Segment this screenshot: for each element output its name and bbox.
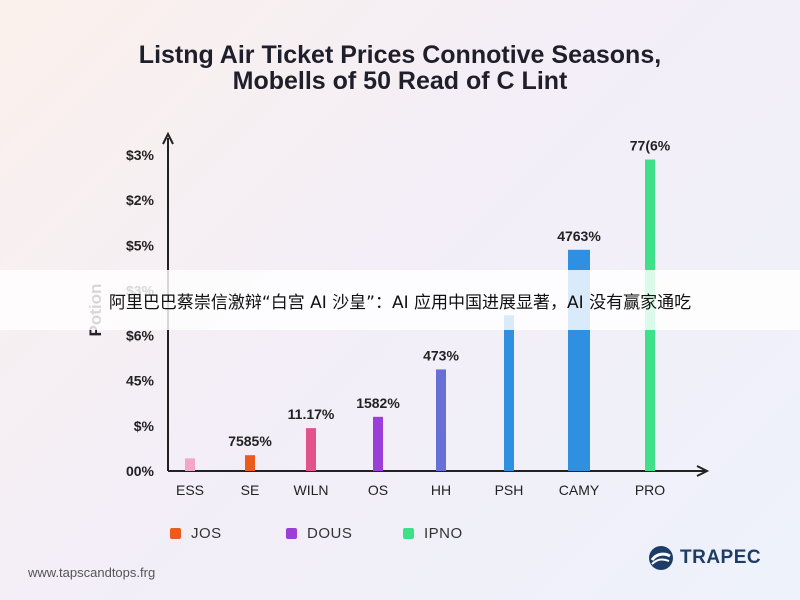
brand-name: TRAPEC: [680, 547, 762, 568]
data-label: 4763%: [557, 228, 601, 244]
data-label: 473%: [423, 347, 459, 363]
x-tick-label: WILN: [294, 482, 329, 498]
chart-title-line-2: Mobells of 50 Read of C Lint: [232, 67, 568, 95]
y-axis-arrow: [162, 131, 174, 145]
news-banner-text: 阿里巴巴蔡崇信激辩“白宫 AI 沙皇”：AI 应用中国进展显著，AI 没有赢家通…: [108, 292, 692, 313]
legend-item: DOUS: [286, 525, 352, 542]
y-tick-label: $3%: [126, 147, 155, 163]
legend-swatch: [170, 528, 181, 539]
data-label: 7585%: [228, 433, 272, 449]
x-tick-label: PSH: [495, 482, 524, 498]
y-tick-label: $6%: [126, 328, 155, 344]
legend-label: JOS: [191, 525, 222, 542]
data-label: 1582%: [356, 395, 400, 411]
legend-label: DOUS: [307, 525, 353, 542]
x-tick-label: OS: [368, 482, 388, 498]
legend-swatch: [286, 528, 297, 539]
bar-hh: [436, 369, 446, 471]
legend-item: JOS: [170, 525, 222, 542]
bar-wiln: [306, 428, 316, 471]
x-tick-label: SE: [241, 482, 260, 498]
bar-os: [373, 416, 383, 471]
chart-title-line-1: Listng Air Ticket Prices Connotive Seaso…: [138, 41, 662, 69]
data-label: 77(6%: [630, 138, 671, 154]
data-label: 11.17%: [288, 406, 335, 422]
legend-item: IPNO: [403, 525, 463, 542]
x-tick-label: ESS: [176, 482, 204, 498]
bar-psh: [504, 315, 514, 471]
x-tick-label: PRO: [635, 482, 665, 498]
y-tick-label: $2%: [126, 192, 155, 208]
bar-ess: [185, 458, 195, 471]
legend-swatch: [403, 528, 414, 539]
x-axis-arrow: [696, 465, 710, 477]
y-tick-label: $%: [134, 418, 155, 434]
y-tick-label: 00%: [126, 463, 155, 479]
x-tick-label: HH: [431, 482, 451, 498]
brand-logo: TRAPEC: [648, 545, 761, 571]
y-tick-label: $5%: [126, 237, 155, 253]
brand-globe-icon: [649, 546, 673, 570]
footer-url[interactable]: www.tapscandtops.frg: [28, 565, 156, 580]
news-banner: 阿里巴巴蔡崇信激辩“白宫 AI 沙皇”：AI 应用中国进展显著，AI 没有赢家通…: [0, 270, 800, 330]
x-tick-label: CAMY: [559, 482, 600, 498]
legend-label: IPNO: [424, 525, 463, 542]
y-tick-label: 45%: [126, 373, 155, 389]
bar-se: [245, 455, 255, 471]
